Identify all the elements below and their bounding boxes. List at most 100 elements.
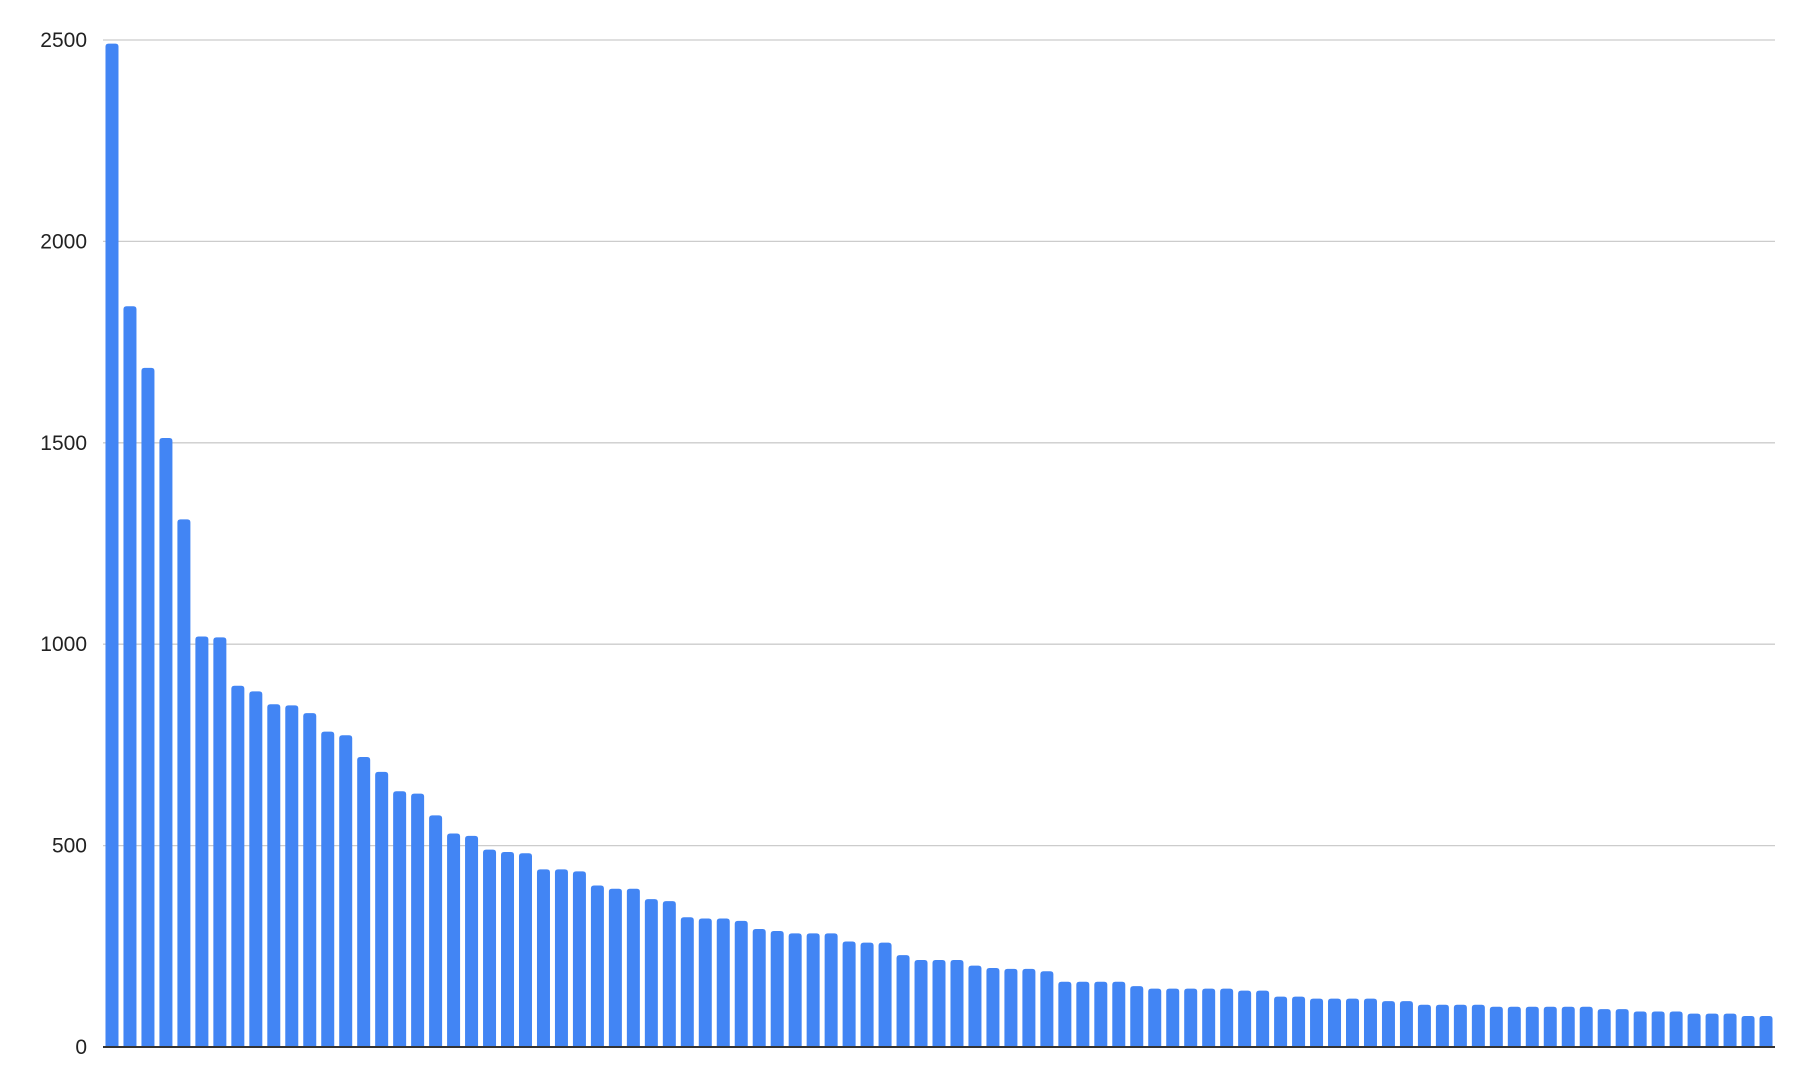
bar: [1328, 998, 1342, 1047]
bar: [986, 968, 1000, 1047]
bar: [177, 519, 191, 1047]
bar: [321, 731, 335, 1047]
bar: [932, 959, 946, 1047]
bar: [267, 704, 281, 1047]
bar: [770, 930, 784, 1047]
bar: [1489, 1006, 1503, 1047]
bar: [626, 888, 640, 1047]
bar: [1202, 988, 1216, 1047]
bar: [483, 849, 497, 1047]
bar: [1022, 968, 1036, 1047]
bar: [1256, 990, 1270, 1047]
bar: [950, 959, 964, 1047]
bar: [914, 959, 928, 1047]
bar: [1130, 986, 1144, 1047]
bar: [1274, 996, 1288, 1047]
bar: [1669, 1011, 1683, 1047]
bar: [1507, 1006, 1521, 1047]
bar: [1184, 988, 1198, 1047]
bar: [752, 928, 766, 1047]
bar: [1597, 1009, 1611, 1047]
bar: [1471, 1004, 1485, 1047]
bar: [1058, 981, 1072, 1047]
bar: [518, 853, 532, 1047]
bar: [1615, 1009, 1629, 1047]
bar: [339, 735, 353, 1047]
bar: [1561, 1006, 1575, 1047]
bar: [644, 899, 658, 1047]
bar: [608, 888, 622, 1047]
bar: [465, 835, 479, 1047]
bar: [842, 941, 856, 1047]
y-tick-label: 1500: [40, 432, 87, 455]
bar: [1651, 1011, 1665, 1047]
bar: [429, 815, 443, 1047]
bar: [1633, 1011, 1647, 1047]
gridlines: [103, 39, 1775, 847]
bar: [1292, 996, 1306, 1047]
bar: [195, 636, 209, 1047]
bar: [141, 367, 155, 1047]
y-tick-label: 2000: [40, 230, 87, 253]
bar: [1076, 981, 1090, 1047]
bar: [375, 771, 389, 1047]
bar: [572, 871, 586, 1047]
bar: [1094, 981, 1108, 1047]
bar: [1543, 1006, 1557, 1047]
bar: [1112, 981, 1126, 1047]
bar: [662, 901, 676, 1047]
bar: [1687, 1013, 1701, 1047]
bar: [231, 685, 245, 1047]
y-tick-label: 2500: [40, 29, 87, 52]
bar: [303, 713, 317, 1047]
bar: [824, 933, 838, 1047]
bar: [1399, 1001, 1413, 1047]
bar: [1148, 988, 1162, 1047]
bar: [806, 933, 820, 1047]
bar: [1723, 1013, 1737, 1047]
bar: [1435, 1004, 1449, 1047]
bar: [1759, 1015, 1773, 1047]
bar: [716, 918, 730, 1047]
bar: [1525, 1006, 1539, 1047]
bar: [411, 793, 425, 1047]
bar: [285, 705, 299, 1047]
bar: [1346, 998, 1360, 1047]
bar: [1381, 1001, 1395, 1047]
y-tick-label: 0: [75, 1036, 87, 1059]
bar: [1579, 1006, 1593, 1047]
bar: [680, 917, 694, 1047]
bar: [1040, 971, 1054, 1047]
bar: [501, 852, 515, 1047]
bar: [896, 955, 910, 1047]
bars: [105, 43, 1773, 1048]
bar: [788, 933, 802, 1047]
y-tick-label: 500: [52, 835, 87, 858]
y-tick-label: 1000: [40, 633, 87, 656]
bar: [213, 637, 227, 1047]
bar: [447, 833, 461, 1047]
bar: [1741, 1015, 1755, 1047]
bar: [123, 306, 137, 1047]
bar: [1166, 988, 1180, 1047]
bar: [357, 756, 371, 1047]
bar: [968, 965, 982, 1047]
bar: [554, 869, 568, 1047]
bar: [734, 920, 748, 1047]
bar: [159, 437, 173, 1047]
bar: [393, 791, 407, 1047]
bar: [1310, 998, 1324, 1047]
y-axis-tick-labels: 0 500 1000 1500 2000 2500: [40, 29, 87, 1059]
bar: [698, 918, 712, 1047]
bar: [1417, 1004, 1431, 1047]
bar: [1453, 1004, 1467, 1047]
bar: [105, 43, 119, 1048]
bar: [860, 942, 874, 1047]
bar: [1705, 1013, 1719, 1047]
bar: [1004, 968, 1018, 1047]
bar: [1220, 988, 1234, 1047]
bar: [1363, 998, 1377, 1047]
bar: [536, 869, 550, 1047]
bar: [249, 691, 263, 1047]
